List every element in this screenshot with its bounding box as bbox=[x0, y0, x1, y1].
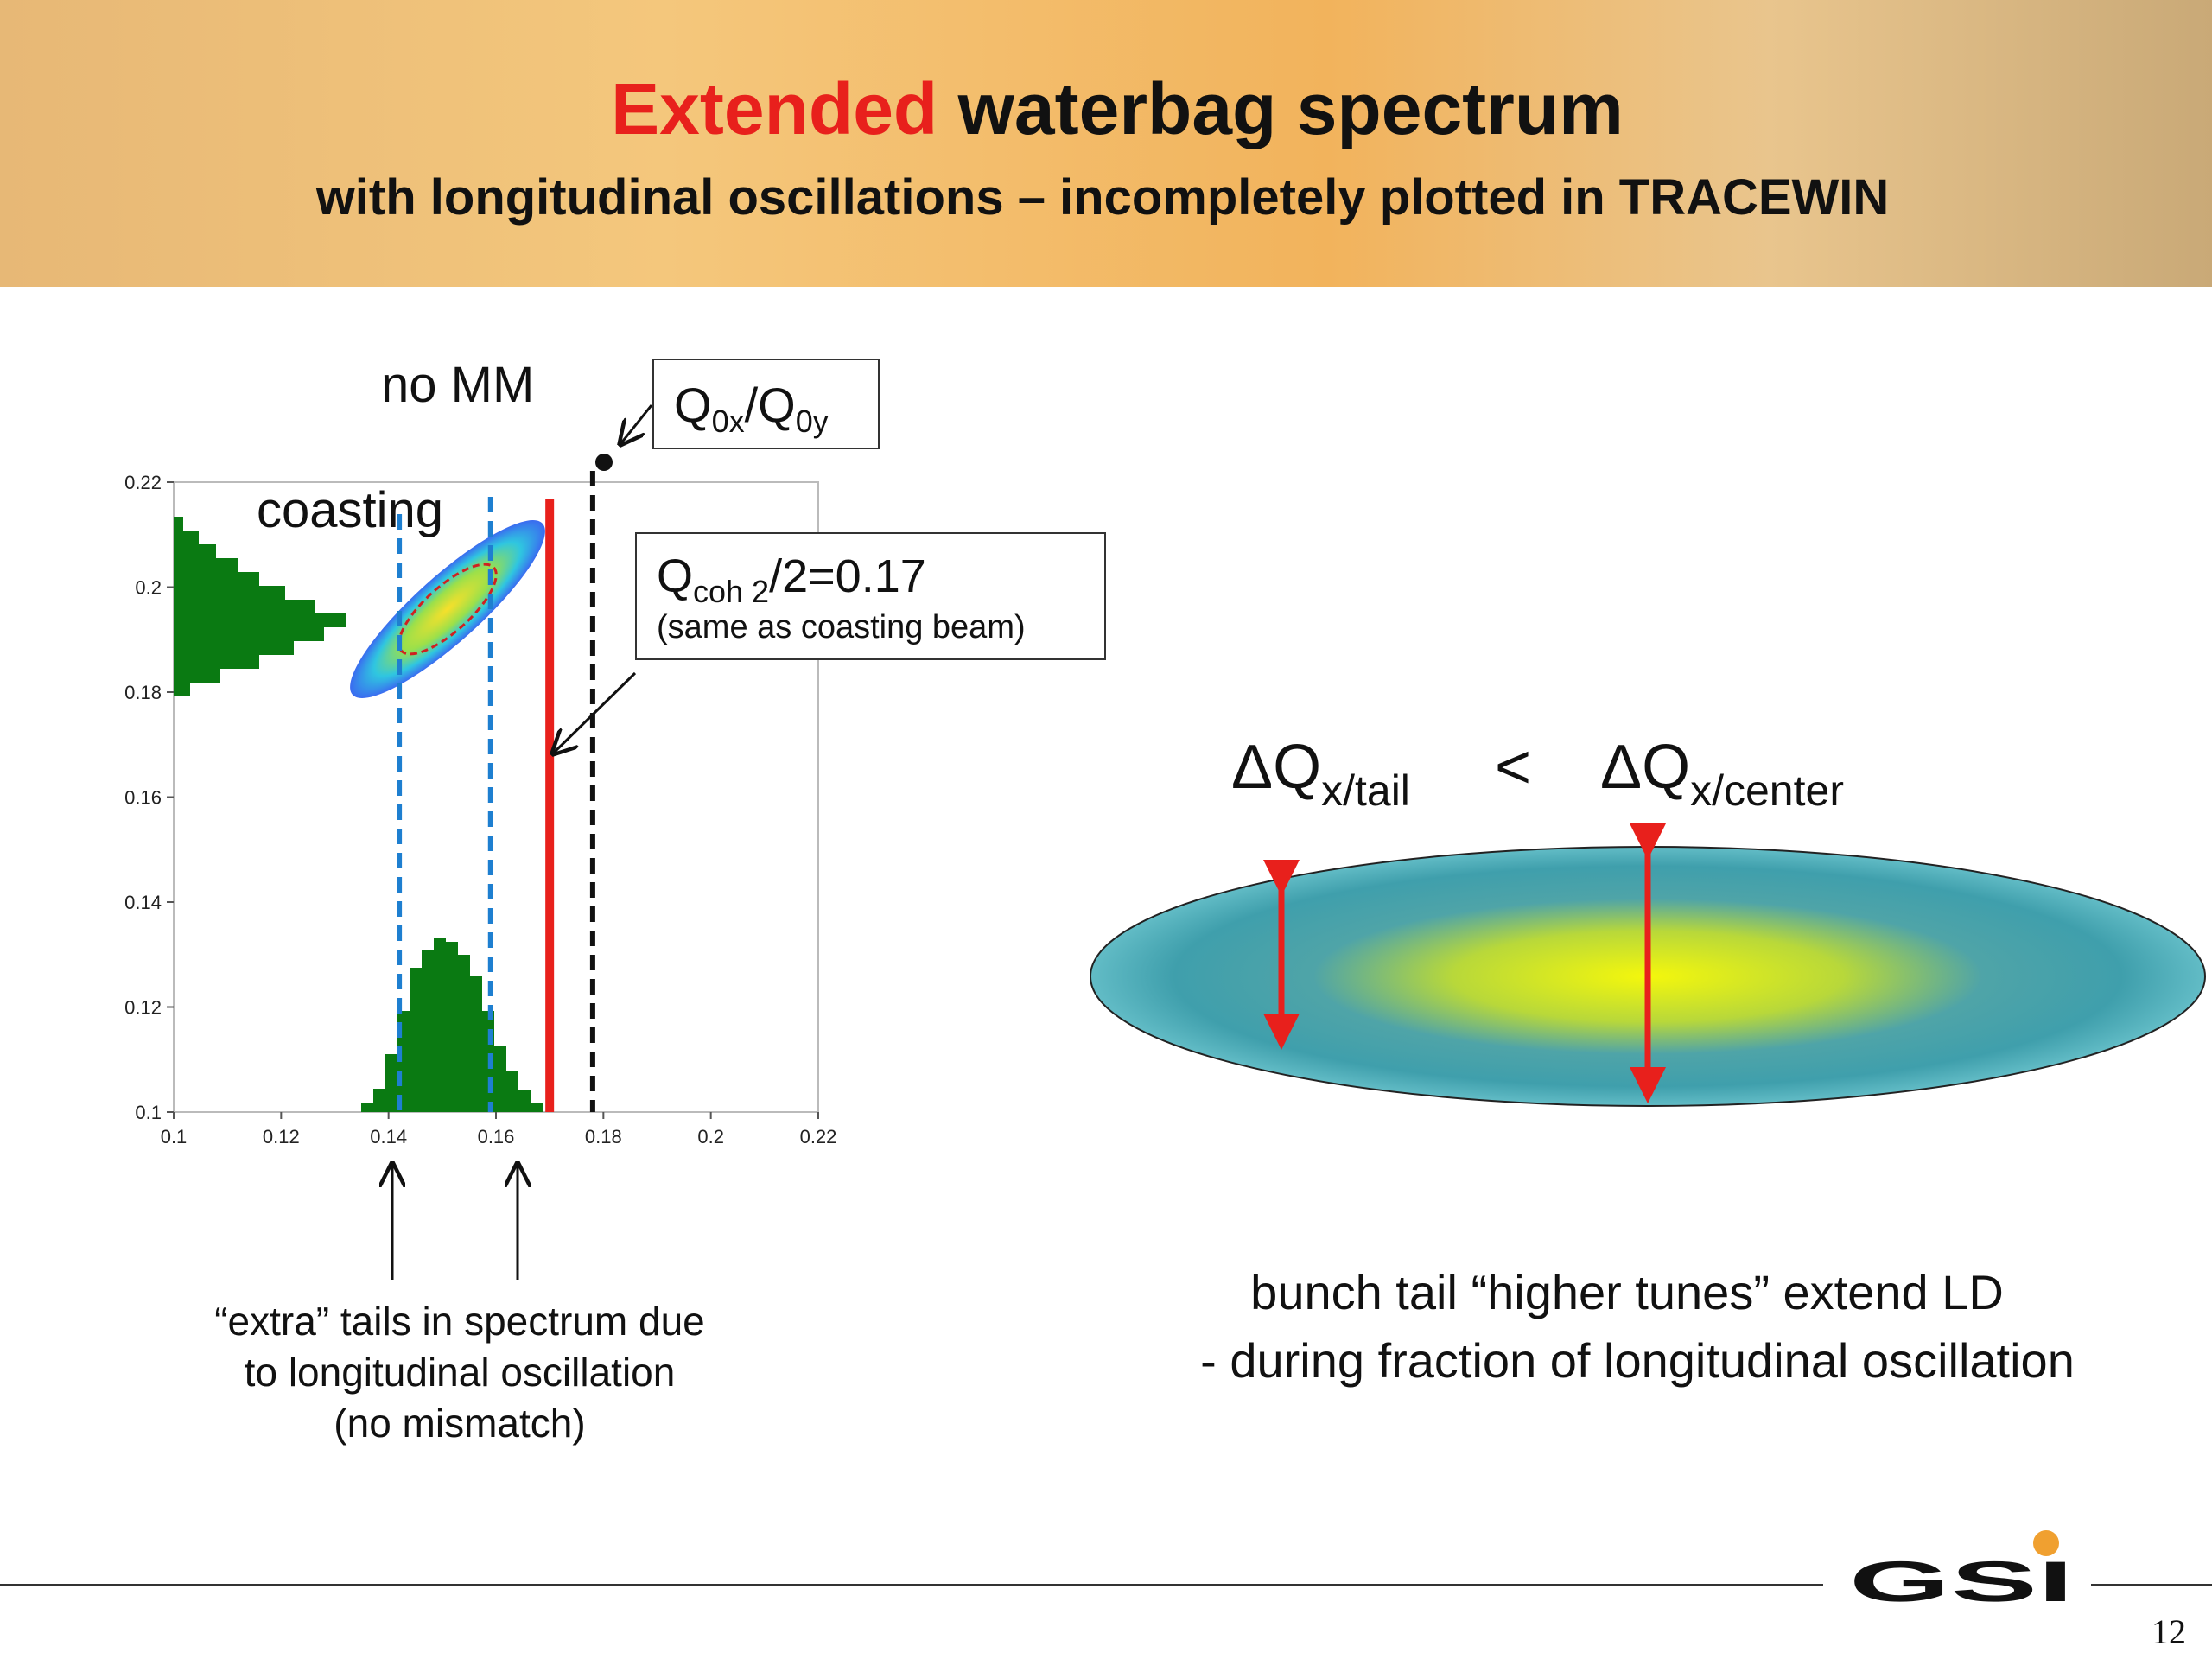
label-nomm: no MM bbox=[381, 357, 534, 413]
caption-line: to longitudinal oscillation bbox=[245, 1350, 676, 1395]
x-tick-label: 0.1 bbox=[161, 1126, 188, 1147]
q0-sub: 0x bbox=[712, 404, 745, 439]
title-highlight: Extended bbox=[611, 68, 938, 149]
y-tick-label: 0.16 bbox=[124, 787, 162, 809]
tune-footprint bbox=[350, 520, 545, 698]
arrow bbox=[553, 671, 637, 753]
q0-point bbox=[595, 454, 613, 471]
subtitle: with longitudinal oscillations – incompl… bbox=[315, 169, 1890, 226]
y-tick-label: 0.1 bbox=[135, 1102, 162, 1123]
caption-line: “extra” tails in spectrum due bbox=[214, 1299, 705, 1344]
qcoh-note: (same as coasting beam) bbox=[657, 609, 1026, 645]
arrow bbox=[620, 404, 653, 444]
logo: GSI bbox=[1849, 1549, 2074, 1613]
q0-part: /Q bbox=[745, 378, 796, 432]
q0-label: Q0x/Q0y bbox=[674, 378, 829, 439]
qcoh-sub: coh 2 bbox=[693, 574, 769, 609]
qcoh-part: /2=0.17 bbox=[769, 550, 926, 602]
y-tick-label: 0.12 bbox=[124, 997, 162, 1019]
qcoh-box bbox=[635, 532, 1106, 660]
banner bbox=[0, 0, 2212, 287]
x-tick-label: 0.18 bbox=[585, 1126, 622, 1147]
y-tick-label: 0.18 bbox=[124, 682, 162, 703]
page-number: 12 bbox=[2152, 1612, 2186, 1651]
y-tick-label: 0.14 bbox=[124, 892, 162, 913]
delta-sub: x/center bbox=[1690, 766, 1844, 815]
delta-q: ΔQx/tail < ΔQx/center bbox=[1231, 733, 1844, 815]
x-tick-label: 0.2 bbox=[697, 1126, 724, 1147]
title-rest: waterbag spectrum bbox=[957, 68, 1624, 149]
x-tick-label: 0.12 bbox=[263, 1126, 300, 1147]
delta-part: < bbox=[1495, 733, 1531, 802]
delta-part: ΔQ bbox=[1600, 733, 1690, 802]
logo-dot bbox=[2033, 1530, 2059, 1556]
q0-box bbox=[652, 359, 880, 449]
qcoh-part: Q bbox=[657, 550, 693, 602]
x-tick-label: 0.16 bbox=[478, 1126, 515, 1147]
title: Extended waterbag spectrum bbox=[611, 68, 1624, 149]
delta-sub: x/tail bbox=[1321, 766, 1410, 815]
y-tick-label: 0.2 bbox=[135, 577, 162, 599]
x-histogram bbox=[361, 938, 543, 1112]
q0-part: Q bbox=[674, 378, 712, 432]
label-coasting: coasting bbox=[257, 482, 443, 538]
y-histogram bbox=[174, 517, 346, 696]
caption: “extra” tails in spectrum due to longitu… bbox=[214, 1299, 705, 1446]
caption-line: (no mismatch) bbox=[334, 1401, 585, 1446]
x-tick-label: 0.14 bbox=[370, 1126, 407, 1147]
qcoh-label: Qcoh 2/2=0.17 bbox=[657, 550, 926, 609]
note-line: bunch tail “higher tunes” extend LD bbox=[1250, 1265, 2004, 1319]
note-line: - during fraction of longitudinal oscill… bbox=[1200, 1333, 2075, 1388]
delta-part: ΔQ bbox=[1231, 733, 1321, 802]
y-tick-label: 0.22 bbox=[124, 472, 162, 493]
x-tick-label: 0.22 bbox=[800, 1126, 837, 1147]
q0-sub: 0y bbox=[796, 404, 829, 439]
